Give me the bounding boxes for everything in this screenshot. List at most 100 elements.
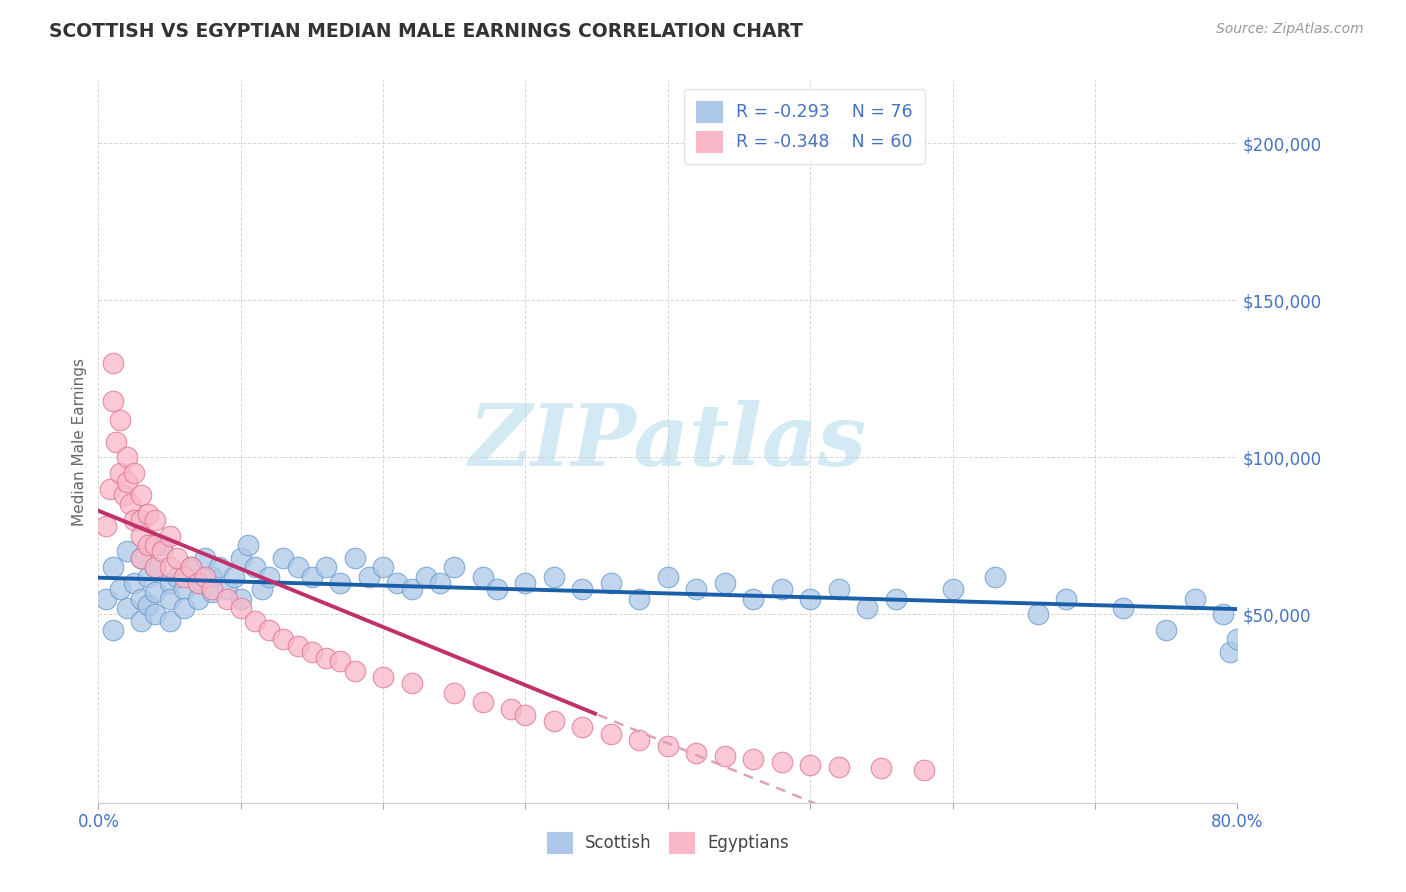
Point [101, 560, 124, 574]
Point [259, 569, 281, 583]
Point [108, 466, 131, 480]
Point [315, 560, 337, 574]
Point [115, 601, 138, 615]
Point [401, 676, 423, 690]
Point [173, 601, 195, 615]
Point [173, 569, 195, 583]
Point [145, 607, 167, 622]
Point [471, 569, 494, 583]
Point [501, 701, 523, 715]
Point [942, 582, 965, 597]
Point [329, 575, 352, 590]
Point [828, 760, 851, 774]
Point [236, 538, 259, 552]
Text: Source: ZipAtlas.com: Source: ZipAtlas.com [1216, 22, 1364, 37]
Point [714, 748, 737, 763]
Point [101, 623, 124, 637]
Point [129, 591, 152, 606]
Point [108, 582, 131, 597]
Point [770, 582, 793, 597]
Point [685, 582, 707, 597]
Point [343, 664, 366, 678]
Point [201, 569, 224, 583]
Point [166, 569, 188, 583]
Point [129, 529, 152, 543]
Point [856, 601, 879, 615]
Point [215, 591, 238, 606]
Point [180, 560, 202, 574]
Legend: Scottish, Egyptians: Scottish, Egyptians [540, 826, 796, 860]
Point [742, 591, 765, 606]
Point [152, 544, 174, 558]
Point [194, 550, 217, 565]
Point [1112, 601, 1135, 615]
Point [136, 598, 159, 612]
Point [222, 569, 245, 583]
Point [415, 569, 437, 583]
Point [343, 550, 366, 565]
Point [145, 513, 167, 527]
Point [273, 632, 295, 647]
Point [159, 591, 181, 606]
Point [94, 519, 117, 533]
Point [173, 582, 195, 597]
Point [315, 651, 337, 665]
Point [159, 575, 181, 590]
Text: SCOTTISH VS EGYPTIAN MEDIAN MALE EARNINGS CORRELATION CHART: SCOTTISH VS EGYPTIAN MEDIAN MALE EARNING… [49, 22, 803, 41]
Point [145, 585, 167, 599]
Point [243, 560, 266, 574]
Point [429, 575, 451, 590]
Point [122, 575, 145, 590]
Point [136, 507, 159, 521]
Point [742, 752, 765, 766]
Point [129, 550, 152, 565]
Point [628, 591, 651, 606]
Point [208, 560, 231, 574]
Point [187, 575, 209, 590]
Point [215, 582, 238, 597]
Point [628, 733, 651, 747]
Point [194, 569, 217, 583]
Point [984, 569, 1007, 583]
Point [229, 601, 252, 615]
Text: ZIPatlas: ZIPatlas [468, 400, 868, 483]
Point [201, 585, 224, 599]
Point [329, 655, 352, 669]
Point [515, 707, 537, 722]
Point [1056, 591, 1078, 606]
Point [884, 591, 907, 606]
Point [571, 582, 593, 597]
Point [373, 560, 395, 574]
Point [129, 513, 152, 527]
Point [471, 695, 494, 709]
Point [912, 763, 935, 777]
Point [101, 356, 124, 370]
Point [828, 582, 851, 597]
Point [145, 538, 167, 552]
Point [152, 538, 174, 552]
Point [657, 569, 679, 583]
Point [1026, 607, 1049, 622]
Point [115, 450, 138, 465]
Point [600, 575, 623, 590]
Point [159, 529, 181, 543]
Point [543, 569, 565, 583]
Point [600, 727, 623, 741]
Point [515, 575, 537, 590]
Point [401, 582, 423, 597]
Point [136, 569, 159, 583]
Point [187, 591, 209, 606]
Point [159, 614, 181, 628]
Point [301, 645, 323, 659]
Point [273, 550, 295, 565]
Point [443, 686, 465, 700]
Point [166, 550, 188, 565]
Point [799, 591, 821, 606]
Point [122, 466, 145, 480]
Point [104, 434, 127, 449]
Point [799, 758, 821, 772]
Point [714, 575, 737, 590]
Point [685, 746, 707, 760]
Point [486, 582, 509, 597]
Point [1212, 607, 1234, 622]
